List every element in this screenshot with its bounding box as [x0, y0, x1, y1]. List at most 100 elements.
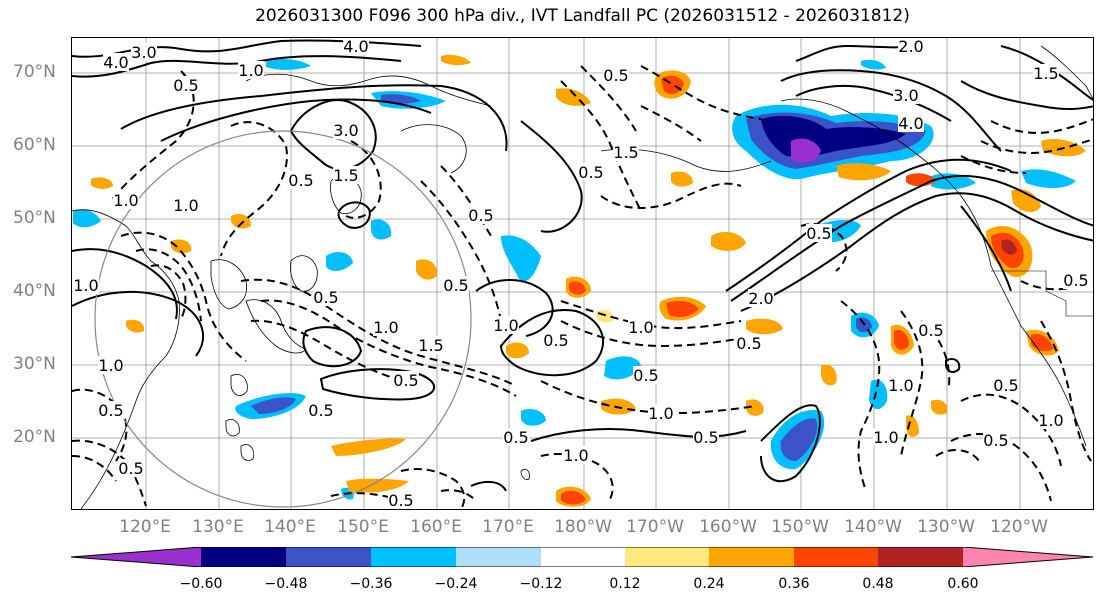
contour-label-bg	[918, 321, 944, 339]
lon-label-170w: 170°W	[626, 517, 684, 537]
contour-label-bg	[1033, 64, 1059, 82]
lat-label-70n: 70°N	[13, 62, 56, 82]
colorbar-tick-5: 0.12	[609, 576, 641, 592]
contour-label-bg	[98, 401, 124, 419]
contour-label: 0.5	[308, 401, 333, 420]
contour-label: 1.5	[333, 166, 358, 185]
colorbar-svg	[70, 546, 1094, 568]
lon-label-130w: 130°W	[917, 517, 975, 537]
contour-label: 0.5	[388, 491, 413, 510]
contour-label-bg	[503, 428, 529, 446]
lon-label-160w: 160°W	[699, 517, 757, 537]
contour-label: 0.5	[98, 401, 123, 420]
contour-label: 0.5	[633, 366, 658, 385]
contour-label-bg	[563, 446, 589, 464]
lon-label-150w: 150°W	[771, 517, 829, 537]
projection-circle	[94, 130, 472, 508]
contour-label: 1.0	[73, 276, 98, 295]
contour-label-bg	[993, 376, 1019, 394]
contour-label: 0.5	[603, 66, 628, 85]
contour-label: 1.0	[113, 191, 138, 210]
contour-label-bg	[893, 86, 919, 104]
contours-dashed	[72, 65, 1093, 509]
contour-label-bg	[173, 196, 199, 214]
contour-label: 2.0	[898, 38, 923, 56]
contour-label: 1.5	[418, 336, 443, 355]
contour-label-bg	[806, 224, 832, 242]
contour-label: 4.0	[898, 114, 923, 133]
contour-label-bg	[983, 431, 1009, 449]
lon-label-130e: 130°E	[192, 517, 244, 537]
contours-solid	[72, 39, 1093, 492]
contour-label-bg	[748, 289, 774, 307]
contour-label-bg	[693, 428, 719, 446]
colorbar-tick-3: −0.24	[434, 576, 478, 592]
contour-label-bg	[388, 491, 414, 509]
lon-label-180w: 180°W	[554, 517, 612, 537]
contour-label: 0.5	[983, 431, 1008, 450]
contour-label-bg	[418, 336, 444, 354]
contour-label: 4.0	[103, 53, 128, 72]
contour-label: 0.5	[918, 321, 943, 340]
contour-label: 1.0	[648, 404, 673, 423]
contour-label: 1.0	[173, 196, 198, 215]
contour-label-bg	[736, 334, 762, 352]
contour-label-bg	[288, 171, 314, 189]
colorbar-seg-3	[371, 547, 456, 567]
contour-label: 4.0	[343, 38, 368, 56]
colorbar-seg-2	[286, 547, 371, 567]
colorbar-tick-9: 0.60	[947, 576, 979, 592]
colorbar-tick-1: −0.48	[264, 576, 308, 592]
contour-label-bg	[118, 459, 144, 477]
contour-label-bg	[393, 371, 419, 389]
lat-label-60n: 60°N	[13, 135, 56, 155]
colorbar	[70, 546, 1094, 571]
map-panel: 4.0 3.0 4.0 1.0 0.5 2.0 3.0 4.0 0.5 3.0 1.5 0.5 0.5 1…	[71, 37, 1094, 510]
contour-label: 1.0	[563, 446, 588, 465]
lon-label-140e: 140°E	[264, 517, 316, 537]
contour-label: 3.0	[893, 86, 918, 105]
contour-label: 0.5	[468, 206, 493, 225]
contour-label-bg	[633, 366, 659, 384]
contour-label-bg	[73, 276, 99, 294]
contour-label: 0.5	[578, 163, 603, 182]
colorbar-seg-7	[709, 547, 794, 567]
contour-label-bg	[173, 76, 199, 94]
contour-label: 0.5	[993, 376, 1018, 395]
colorbar-tick-0: −0.60	[179, 576, 223, 592]
map-canvas: 4.03.0 4.01.00.52.03.04.00.53.01.50.50.51…	[72, 38, 1093, 510]
lon-label-140w: 140°W	[844, 517, 902, 537]
contour-label: 1.5	[613, 143, 638, 162]
contour-label: 0.5	[543, 331, 568, 350]
contour-label-bg	[1063, 271, 1089, 289]
contour-label-bg	[98, 356, 124, 374]
contour-label: 0.5	[736, 334, 761, 353]
contour-label-bg	[468, 206, 494, 224]
contour-label: 0.5	[693, 428, 718, 447]
colorbar-seg-9	[878, 547, 963, 567]
lat-label-30n: 30°N	[13, 354, 56, 374]
contour-label-bg	[373, 318, 399, 336]
lon-label-120w: 120°W	[990, 517, 1048, 537]
contour-label-bg	[898, 38, 924, 55]
contour-label: 1.0	[628, 318, 653, 337]
contour-label-bg	[238, 61, 264, 79]
contour-label: 1.0	[1038, 411, 1063, 430]
contour-label: 0.5	[443, 276, 468, 295]
contour-label-bg	[873, 428, 899, 446]
contour-label: 1.0	[888, 376, 913, 395]
contour-label-bg	[578, 163, 604, 181]
contour-label: 2.0	[748, 289, 773, 308]
contour-label: 0.5	[118, 459, 143, 478]
contour-label: 0.5	[173, 76, 198, 95]
contour-label: 0.5	[313, 288, 338, 307]
contour-label-bg	[313, 288, 339, 306]
contour-label: 0.5	[503, 428, 528, 447]
colorbar-seg-10	[963, 547, 1093, 567]
contour-label-bg	[898, 114, 924, 132]
colorbar-seg-4	[456, 547, 541, 567]
divergence-shading	[73, 54, 1086, 507]
graticule	[72, 38, 1093, 509]
contour-label-bg	[1038, 411, 1064, 429]
contour-label: 0.5	[393, 371, 418, 390]
